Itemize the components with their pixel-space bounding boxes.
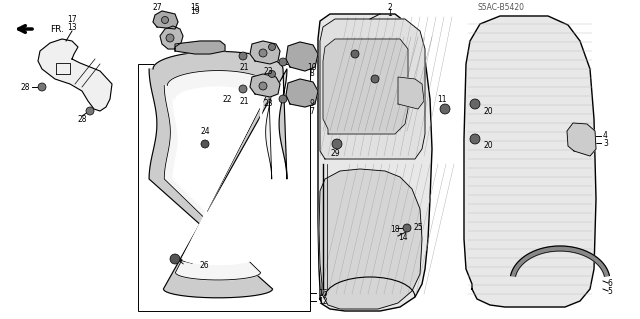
Text: 24: 24 [200, 127, 210, 136]
Polygon shape [320, 19, 425, 159]
Text: 27: 27 [152, 3, 162, 11]
Text: 1: 1 [388, 10, 392, 19]
Text: 13: 13 [67, 23, 77, 32]
Polygon shape [323, 39, 408, 134]
Polygon shape [318, 14, 432, 311]
Text: 25: 25 [414, 224, 424, 233]
Text: 28: 28 [77, 115, 87, 123]
Text: 6: 6 [607, 278, 612, 287]
Circle shape [279, 58, 287, 66]
Text: 15: 15 [190, 3, 200, 11]
Circle shape [332, 139, 342, 149]
Polygon shape [149, 51, 287, 298]
Circle shape [259, 82, 267, 90]
Polygon shape [511, 246, 609, 276]
Text: 12: 12 [318, 296, 328, 306]
Circle shape [259, 49, 267, 57]
Polygon shape [250, 41, 280, 64]
Text: 2: 2 [388, 3, 392, 11]
Circle shape [470, 99, 480, 109]
Text: 21: 21 [239, 97, 249, 106]
Text: 20: 20 [484, 107, 493, 115]
Circle shape [38, 83, 46, 91]
Text: 10: 10 [307, 63, 317, 71]
Text: 8: 8 [310, 70, 314, 78]
Text: 3: 3 [603, 139, 608, 149]
Polygon shape [319, 169, 422, 309]
Text: 17: 17 [67, 16, 77, 25]
Text: 14: 14 [398, 233, 408, 241]
Text: FR.: FR. [50, 25, 64, 33]
Circle shape [351, 50, 359, 58]
Text: 20: 20 [484, 142, 493, 151]
Circle shape [269, 43, 275, 50]
Text: 21: 21 [239, 63, 249, 72]
Polygon shape [173, 87, 263, 264]
Circle shape [161, 17, 168, 24]
Circle shape [403, 224, 411, 232]
Text: 26: 26 [200, 261, 210, 270]
Circle shape [166, 34, 174, 42]
Polygon shape [175, 41, 225, 54]
Text: 23: 23 [263, 66, 273, 76]
Polygon shape [286, 79, 318, 107]
Circle shape [440, 104, 450, 114]
Circle shape [201, 140, 209, 148]
Polygon shape [38, 39, 112, 111]
Circle shape [170, 254, 180, 264]
Text: 11: 11 [437, 94, 447, 103]
Text: 23: 23 [263, 100, 273, 108]
Circle shape [269, 70, 275, 78]
Text: 16: 16 [318, 288, 328, 298]
Circle shape [86, 107, 94, 115]
Circle shape [239, 52, 247, 60]
Circle shape [371, 75, 379, 83]
Text: 7: 7 [310, 107, 314, 115]
Text: S5AC-B5420: S5AC-B5420 [478, 4, 525, 12]
Text: 29: 29 [330, 150, 340, 159]
Polygon shape [398, 77, 424, 109]
Polygon shape [286, 42, 318, 71]
Text: 19: 19 [190, 8, 200, 17]
Circle shape [279, 95, 287, 103]
Text: 9: 9 [310, 100, 314, 108]
Text: 18: 18 [390, 225, 399, 234]
Bar [138, 64, 310, 311]
Polygon shape [464, 16, 596, 307]
Polygon shape [567, 123, 596, 156]
Text: 22: 22 [223, 94, 232, 103]
Polygon shape [250, 74, 280, 97]
Polygon shape [164, 70, 272, 280]
Polygon shape [153, 11, 178, 29]
Text: 4: 4 [603, 131, 608, 140]
Circle shape [239, 85, 247, 93]
Polygon shape [160, 26, 183, 49]
Text: 28: 28 [20, 83, 30, 92]
Text: 5: 5 [607, 286, 612, 295]
Circle shape [470, 134, 480, 144]
